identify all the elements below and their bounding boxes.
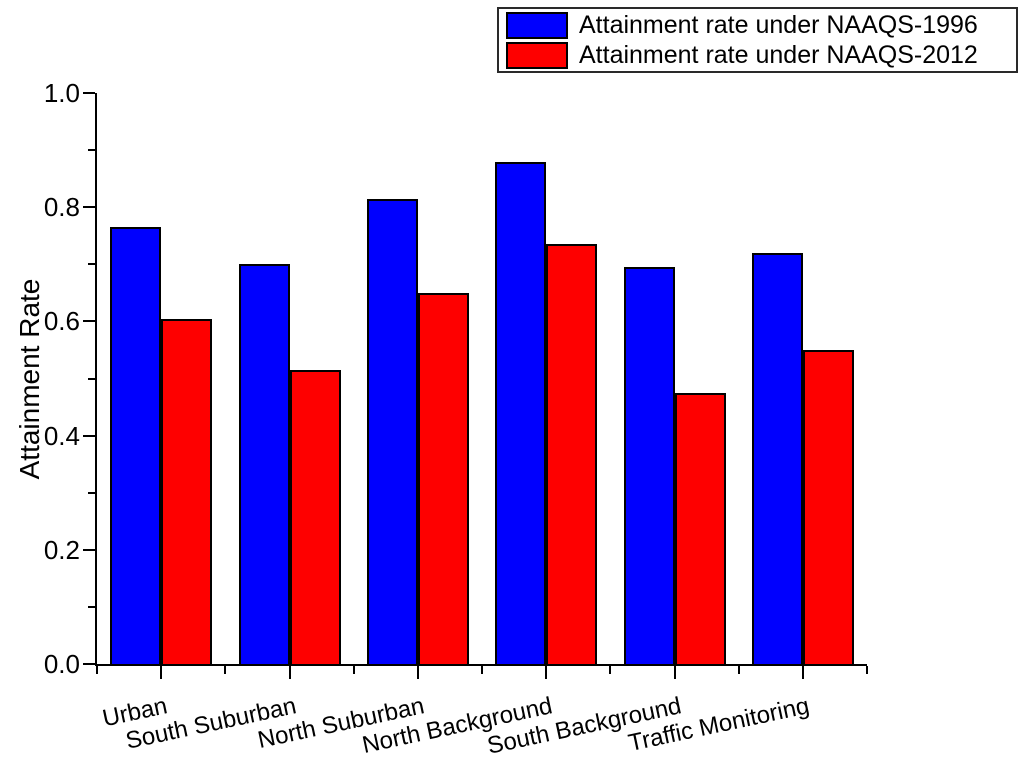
x-minor-tick (224, 666, 227, 674)
bar-north-background-series-1 (546, 244, 598, 666)
y-major-tick (83, 92, 95, 94)
legend-entry-naaqs-1996: Attainment rate under NAAQS-1996 (499, 10, 1016, 40)
x-minor-tick (481, 666, 483, 674)
y-major-tick (83, 206, 95, 209)
bar-traffic-monitoring-series-0 (751, 252, 803, 666)
y-tick-label: 0.8 (43, 192, 80, 223)
x-major-tick (160, 666, 163, 679)
legend-swatch-naaqs-2012 (506, 41, 568, 69)
x-minor-tick (609, 666, 612, 674)
bar-south-suburban-series-0 (238, 264, 290, 666)
bar-urban-series-0 (110, 227, 162, 666)
x-minor-tick (737, 666, 740, 674)
y-tick-label: 0.2 (43, 534, 80, 565)
x-major-tick (288, 666, 291, 679)
y-axis-line (95, 93, 97, 666)
bar-south-suburban-series-1 (289, 369, 341, 666)
y-major-tick (83, 548, 95, 551)
y-minor-tick (88, 149, 95, 152)
y-major-tick (83, 434, 95, 437)
y-minor-tick (88, 491, 95, 494)
x-minor-tick (352, 666, 355, 674)
y-major-tick (83, 320, 95, 323)
legend-swatch-naaqs-1996 (506, 11, 568, 39)
bar-north-suburban-series-0 (366, 198, 418, 666)
legend-entry-naaqs-2012: Attainment rate under NAAQS-2012 (499, 40, 1016, 70)
bar-south-background-series-1 (674, 392, 726, 666)
bar-north-background-series-0 (495, 161, 547, 666)
x-axis-line (95, 664, 867, 666)
bar-south-background-series-0 (623, 267, 675, 666)
y-tick-label: 0.0 (43, 649, 80, 679)
legend-label-naaqs-2012: Attainment rate under NAAQS-2012 (579, 41, 978, 69)
bar-traffic-monitoring-series-1 (802, 349, 854, 666)
bar-north-suburban-series-1 (417, 292, 469, 666)
y-major-tick (83, 663, 95, 665)
x-minor-tick (96, 666, 98, 674)
bar-urban-series-1 (161, 318, 213, 666)
x-major-tick (416, 666, 419, 679)
x-minor-tick (866, 666, 868, 674)
legend: Attainment rate under NAAQS-1996 Attainm… (497, 7, 1018, 73)
x-major-tick (801, 666, 804, 679)
y-tick-label: 0.6 (43, 306, 80, 337)
y-minor-tick (88, 263, 95, 266)
x-major-tick (673, 666, 676, 679)
legend-label-naaqs-1996: Attainment rate under NAAQS-1996 (579, 11, 978, 39)
y-minor-tick (88, 377, 95, 380)
y-tick-label: 1.0 (43, 78, 80, 108)
y-tick-label: 0.4 (43, 420, 80, 451)
x-major-tick (545, 666, 548, 679)
y-minor-tick (88, 605, 95, 608)
